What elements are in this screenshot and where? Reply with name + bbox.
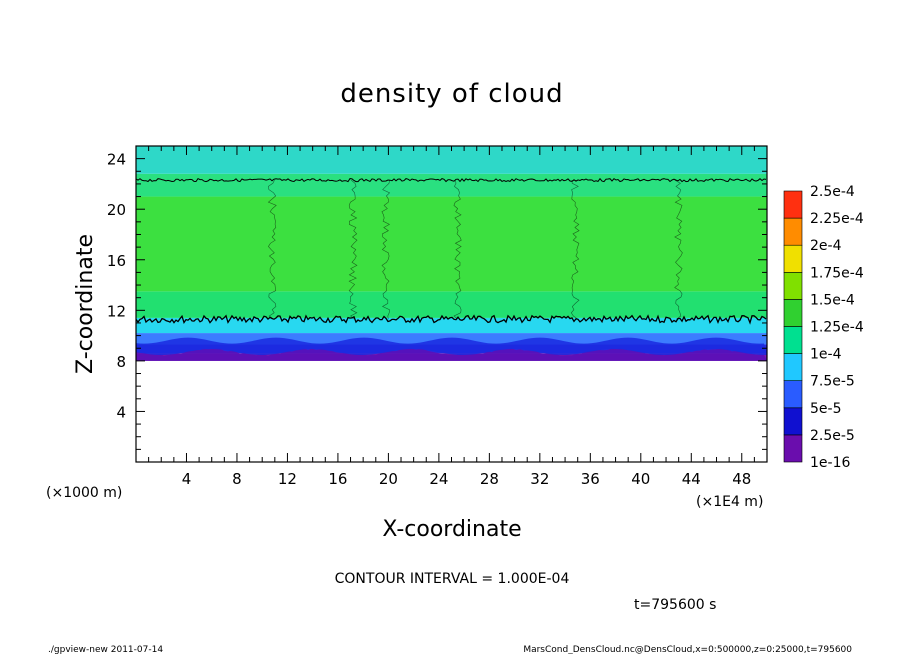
colorbar-label: 1e-4 [810,347,842,363]
density-field [136,146,767,361]
contour-lines [135,177,767,325]
colorbar-label: 1.75e-4 [810,265,864,281]
x-tick-label: 32 [530,470,549,488]
field-bottom-band [136,348,767,361]
y-tick-label: 20 [107,201,126,219]
y-tick-label: 16 [107,252,126,270]
field-layer [136,317,767,334]
y-tick-label: 12 [107,302,126,320]
field-layer [136,196,767,292]
contour-interval-text: CONTOUR INTERVAL = 1.000E-04 [335,571,570,587]
colorbar-label: 5e-5 [810,401,841,417]
x-tick-label: 12 [278,470,297,488]
colorbar-segment [783,217,803,246]
colorbar-label: 1e-16 [810,455,850,471]
colorbar-label: 2e-4 [810,238,842,254]
x-axis-label: X-coordinate [382,517,521,542]
colorbar-segment [783,407,803,436]
y-tick-label: 4 [116,403,126,421]
colorbar-segment [783,299,803,327]
field-layer [136,173,767,197]
x-tick-label: 40 [631,470,650,488]
colorbar-segment [783,380,803,409]
contour-line [135,314,767,325]
x-tick-label: 28 [480,470,499,488]
x-tick-label: 48 [732,470,751,488]
field-blue-band [136,337,767,356]
x-tick-label: 24 [429,470,448,488]
colorbar-label: 7.5e-5 [810,374,855,390]
y-axis: 4 8 12 16 20 24 [107,151,767,450]
x-tick-label: 20 [379,470,398,488]
colorbar-label: 1.5e-4 [810,292,855,308]
contour-streak [267,179,277,320]
colorbar-segment [783,190,803,219]
x-tick-label: 44 [682,470,701,488]
x-tick-label: 16 [328,470,347,488]
x-unit-left: (×1000 m) [46,485,122,501]
colorbar-label: 2.5e-4 [810,184,855,200]
colorbar-label: 2.25e-4 [810,211,864,227]
contour-streak [570,180,580,320]
footer-left: ./gpview-new 2011-07-14 [48,645,163,654]
colorbar-segment [783,271,803,300]
x-tick-label: 4 [182,470,192,488]
y-tick-label: 8 [116,353,126,371]
y-tick-label: 24 [107,151,126,169]
time-text: t=795600 s [634,597,716,613]
colorbar-segment [783,434,803,463]
contour-streak [348,179,358,320]
colorbar-segment [783,353,803,382]
chart-title: density of cloud [340,79,563,109]
x-tick-label: 8 [232,470,242,488]
field-layer [136,291,767,318]
colorbar-segment [783,244,803,273]
colorbar: 1e-16 2.5e-5 5e-5 7.5e-5 1e-4 1.25e-4 1.5e-4 1.… [783,184,864,471]
colorbar-segment [783,326,803,354]
footer-right: MarsCond_DensCloud.nc@DensCloud,x=0:5000… [523,645,852,654]
x-unit-right: (×1E4 m) [696,494,763,510]
contour-streak [381,180,391,320]
x-axis: 4 8 12 16 20 24 28 32 36 40 44 48 [148,146,755,488]
colorbar-label: 2.5e-5 [810,428,855,444]
y-axis-label: Z-coordinate [73,234,98,374]
contour-streak [674,179,683,320]
contour-streak [453,180,462,320]
contour-line [135,177,767,183]
colorbar-label: 1.25e-4 [810,320,864,336]
x-tick-label: 36 [581,470,600,488]
